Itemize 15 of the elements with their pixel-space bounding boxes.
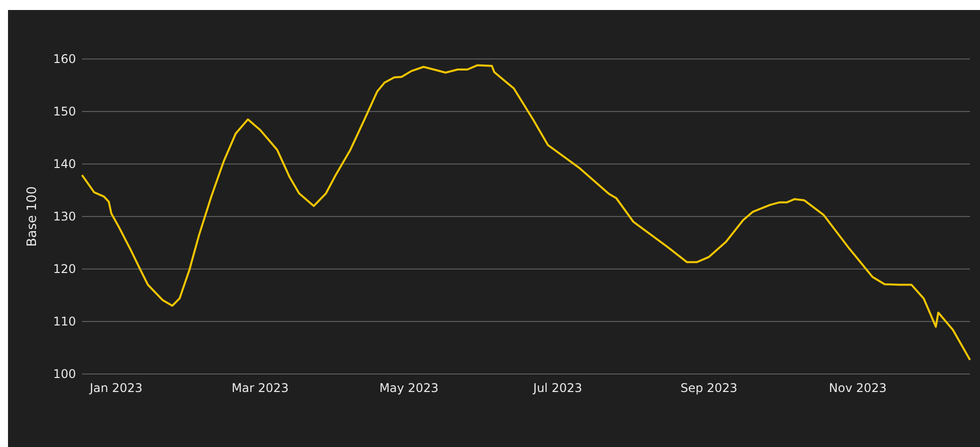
y-tick-label: 130: [53, 210, 76, 224]
y-tick-label: 120: [53, 262, 76, 276]
y-axis-title: Base 100: [25, 186, 40, 247]
x-tick-label: Jan 2023: [88, 381, 143, 395]
y-tick-label: 150: [53, 104, 76, 119]
line-series: [81, 64, 971, 361]
x-tick-label: Nov 2023: [828, 381, 887, 395]
y-tick-label: 110: [53, 314, 76, 329]
x-tick-label: Jul 2023: [532, 381, 582, 395]
y-tick-label: 100: [53, 367, 76, 382]
y-tick-label: 140: [53, 157, 76, 172]
x-tick-label: May 2023: [379, 381, 438, 395]
x-tick-label: Mar 2023: [232, 381, 289, 395]
y-tick-label: 160: [53, 52, 76, 66]
x-tick-label: Sep 2023: [680, 381, 738, 395]
